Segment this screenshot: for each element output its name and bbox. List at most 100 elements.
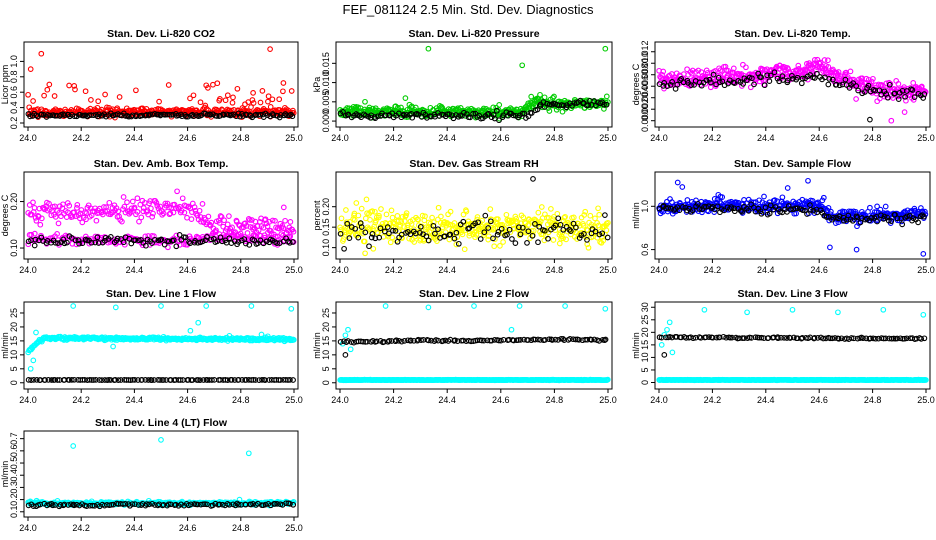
data-point xyxy=(30,98,36,104)
data-point xyxy=(848,335,855,341)
data-point xyxy=(30,377,37,383)
y-tick-label: 10 xyxy=(321,350,331,360)
data-point xyxy=(376,234,383,241)
x-tick-label: 24.6 xyxy=(179,133,197,143)
data-point xyxy=(513,216,520,222)
data-point xyxy=(250,100,257,106)
data-point xyxy=(88,239,95,246)
data-point xyxy=(585,244,592,251)
data-point xyxy=(155,377,161,383)
data-point xyxy=(507,105,514,111)
data-point xyxy=(602,212,608,218)
data-point xyxy=(135,377,141,383)
data-point xyxy=(61,240,68,247)
data-point xyxy=(179,195,186,202)
data-point xyxy=(546,101,553,108)
series-pressure-b xyxy=(337,97,610,124)
series-box-upper xyxy=(25,188,297,248)
data-point xyxy=(272,218,278,224)
data-point xyxy=(373,217,379,224)
data-point xyxy=(204,234,210,240)
y-tick-label: 25 xyxy=(9,308,19,318)
data-point xyxy=(516,232,523,239)
data-point xyxy=(714,203,721,210)
data-point xyxy=(461,246,468,253)
data-point xyxy=(131,204,138,211)
data-point xyxy=(200,377,207,383)
data-point xyxy=(83,216,89,223)
data-point xyxy=(536,223,543,230)
data-point xyxy=(226,213,232,219)
data-point xyxy=(195,319,202,326)
x-tick-label: 24.8 xyxy=(546,265,564,275)
data-point xyxy=(757,208,764,215)
data-point xyxy=(435,204,442,211)
data-point xyxy=(363,196,370,203)
data-point xyxy=(886,81,893,88)
data-point xyxy=(148,205,154,212)
data-point xyxy=(789,72,795,79)
data-point xyxy=(876,87,883,94)
data-point xyxy=(703,334,709,341)
data-point xyxy=(885,94,891,101)
data-point xyxy=(695,67,702,74)
data-point xyxy=(915,219,921,226)
data-point xyxy=(888,335,895,342)
data-point xyxy=(460,337,467,344)
data-point xyxy=(383,112,389,119)
data-point xyxy=(525,337,531,343)
data-point xyxy=(787,335,794,341)
x-tick-label: 24.6 xyxy=(810,133,828,143)
data-point xyxy=(83,210,90,216)
data-point xyxy=(602,336,609,343)
data-point xyxy=(159,211,166,218)
data-point xyxy=(849,76,855,83)
data-point xyxy=(87,377,93,383)
x-tick-label: 24.4 xyxy=(126,265,144,275)
data-point xyxy=(453,229,460,236)
data-point xyxy=(35,212,41,219)
data-point xyxy=(337,224,343,231)
data-point xyxy=(290,377,296,383)
data-point xyxy=(459,231,466,238)
data-point xyxy=(554,210,561,217)
data-point xyxy=(481,337,487,344)
data-point xyxy=(195,377,202,383)
y-tick-label: 1.0 xyxy=(9,55,19,68)
data-point xyxy=(351,217,358,223)
y-tick-label: 0.005 xyxy=(321,91,331,114)
data-point xyxy=(919,208,926,215)
y-axis-label: kPa xyxy=(312,77,322,93)
data-point xyxy=(61,112,68,119)
plot-frame xyxy=(335,41,613,128)
data-point xyxy=(417,229,423,236)
data-point xyxy=(922,88,928,95)
data-point xyxy=(492,225,499,232)
data-point xyxy=(399,235,405,241)
series-temp-a xyxy=(656,56,929,124)
data-point xyxy=(460,218,467,225)
data-point xyxy=(224,221,231,228)
data-point xyxy=(804,211,810,217)
data-point xyxy=(882,203,889,210)
data-point xyxy=(76,240,82,247)
data-point xyxy=(519,224,526,231)
x-tick-label: 25.0 xyxy=(917,133,935,143)
data-point xyxy=(674,179,681,186)
data-point xyxy=(591,336,598,343)
data-point xyxy=(269,217,276,224)
data-point xyxy=(530,176,536,182)
data-point xyxy=(133,87,139,94)
data-point xyxy=(405,337,411,344)
data-point xyxy=(432,230,438,237)
data-point xyxy=(361,238,368,245)
data-point xyxy=(166,204,172,211)
data-point xyxy=(182,234,189,241)
data-point xyxy=(290,228,297,235)
data-point xyxy=(730,65,737,72)
data-point xyxy=(142,377,149,383)
data-point xyxy=(134,195,141,202)
